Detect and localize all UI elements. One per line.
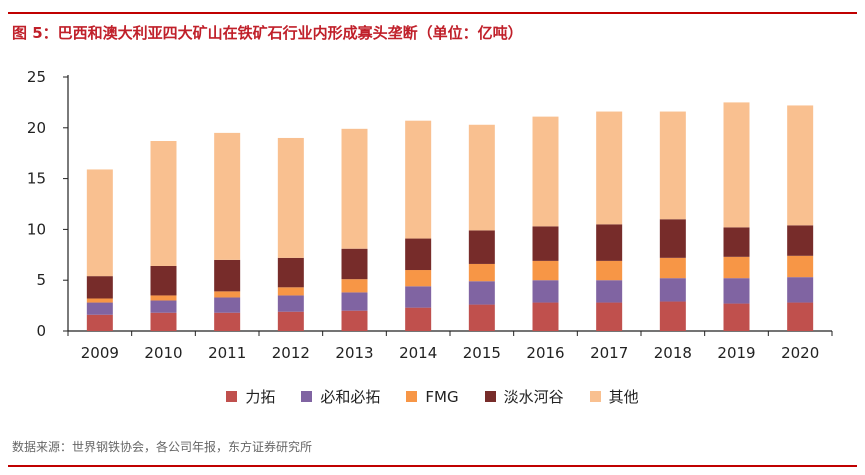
bar-segment-2011-2 [214,291,241,298]
y-tick-label: 0 [36,322,46,340]
bar-segment-2017-4 [596,111,623,225]
y-tick-label: 15 [27,170,46,188]
bar-segment-2015-1 [468,281,495,305]
legend: 力拓 必和必拓 FMG 淡水河谷 其他 [0,386,865,407]
bar-segment-2018-0 [659,301,686,331]
bar-segment-2013-1 [341,292,368,311]
bar-segment-2012-3 [277,257,304,288]
bar-segment-2019-3 [723,227,750,257]
bar-segment-2012-2 [277,287,304,296]
bar-segment-2009-4 [86,169,113,277]
bar-segment-2015-2 [468,263,495,282]
x-tick-label: 2020 [781,344,819,362]
bar-segment-2020-4 [787,105,814,226]
x-tick-label: 2010 [144,344,182,362]
x-tick-label: 2014 [399,344,437,362]
x-tick-label: 2012 [272,344,310,362]
bar-segment-2019-2 [723,256,750,279]
x-tick-label: 2009 [81,344,119,362]
legend-swatch [406,391,418,402]
x-tick-label: 2016 [526,344,564,362]
bar-segment-2013-2 [341,279,368,293]
legend-swatch [226,391,238,402]
bar-segment-2018-4 [659,111,686,220]
x-tick-label: 2015 [463,344,501,362]
legend-swatch [589,391,601,402]
bar-segment-2013-0 [341,310,368,331]
bar-segment-2009-0 [86,314,113,331]
bar-segment-2016-2 [532,260,559,281]
bar-segment-2018-1 [659,278,686,302]
bar-segment-2016-3 [532,226,559,261]
top-rule [8,12,857,14]
bar-segment-2014-3 [405,238,432,271]
stacked-bar-chart: 0 5 10 15 20 25 2009 2010 2011 2012 2013 2014 2015 20… [27,68,833,362]
bar-segment-2012-4 [277,137,304,258]
bar-segment-2015-3 [468,230,495,264]
bar-segment-2012-1 [277,295,304,312]
bar-segment-2013-3 [341,248,368,280]
bar-segment-2019-1 [723,278,750,304]
legend-swatch [301,391,313,402]
bar-segment-2020-3 [787,225,814,256]
bar-segment-2010-4 [150,141,177,266]
bar-segment-2015-0 [468,304,495,331]
bar-segment-2010-2 [150,295,177,301]
bar-segment-2020-2 [787,255,814,278]
legend-label: 必和必拓 [320,388,381,406]
legend-label: FMG [425,387,459,406]
bar-segment-2015-4 [468,124,495,231]
bar-segment-2014-0 [405,307,432,331]
bar-segment-2017-0 [596,302,623,331]
bar-segment-2009-2 [86,298,113,303]
legend-label: 淡水河谷 [503,388,564,406]
bar-segment-2018-2 [659,257,686,279]
bar-segment-2020-1 [787,277,814,303]
bar-segment-2010-3 [150,265,177,296]
bar-segment-2010-0 [150,312,177,331]
chart-title: 图 5：巴西和澳大利亚四大矿山在铁矿石行业内形成寡头垄断（单位：亿吨） [12,24,523,42]
bar-segment-2014-2 [405,270,432,287]
bar-segment-2014-1 [405,286,432,308]
bar-segment-2014-4 [405,120,432,239]
y-tick-label: 5 [36,271,46,289]
bar-segment-2011-1 [214,297,241,313]
bar-segment-2016-0 [532,302,559,331]
bar-segment-2019-4 [723,102,750,228]
legend-item: 淡水河谷 [484,386,564,407]
x-tick-label: 2019 [717,344,755,362]
x-tick-label: 2011 [208,344,246,362]
x-tick-label: 2017 [590,344,628,362]
bar-segment-2016-1 [532,280,559,303]
legend-swatch [484,391,496,402]
x-tick-label: 2013 [335,344,373,362]
bar-segment-2017-3 [596,224,623,261]
legend-item: 力拓 [226,386,275,407]
y-tick-label: 10 [27,220,46,238]
source-note: 数据来源：世界钢铁协会，各公司年报，东方证券研究所 [12,440,313,454]
bar-segment-2013-4 [341,128,368,249]
bar-segment-2011-4 [214,132,241,260]
bar-segment-2020-0 [787,302,814,331]
bar-segment-2012-0 [277,311,304,331]
x-tick-label: 2018 [654,344,692,362]
y-tick-label: 25 [27,68,46,86]
bar-segment-2017-2 [596,260,623,281]
legend-item: 其他 [589,386,639,407]
bar-segment-2011-3 [214,259,241,292]
bar-segment-2009-3 [86,276,113,299]
y-tick-label: 20 [27,119,46,137]
legend-label: 其他 [608,388,639,406]
legend-label: 力拓 [245,388,276,406]
bar-segment-2011-0 [214,312,241,331]
bar-segment-2019-0 [723,303,750,331]
bar-segment-2016-4 [532,116,559,227]
bar-segment-2010-1 [150,300,177,313]
bar-segment-2009-1 [86,302,113,315]
bar-segment-2018-3 [659,219,686,258]
bar-segment-2017-1 [596,280,623,303]
bottom-rule [8,465,857,467]
legend-item: 必和必拓 [301,386,380,407]
legend-item: FMG [406,386,459,407]
